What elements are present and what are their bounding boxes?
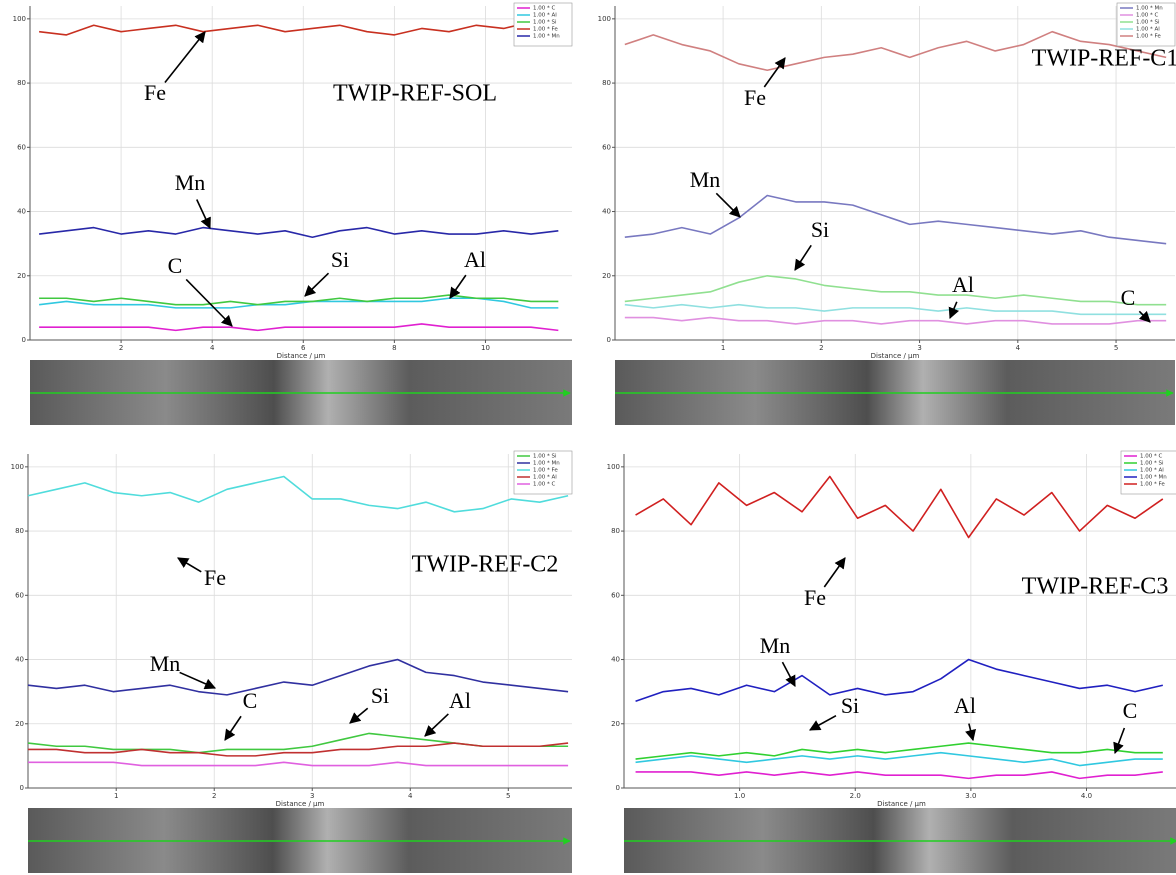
legend-label: 1.00 * Fe [533,468,558,474]
y-tick-label: 0 [22,336,26,344]
legend-label: 1.00 * C [1136,13,1158,19]
y-tick-label: 0 [607,336,611,344]
y-tick-label: 60 [611,591,620,599]
annotation: Al [464,247,486,272]
annotation: Fe [144,80,166,105]
y-tick-label: 20 [17,272,26,280]
legend-label: 1.00 * Al [1136,27,1160,33]
y-tick-label: 40 [17,208,26,216]
x-tick-label: 8 [392,344,396,352]
annotation: Si [331,247,349,272]
x-axis-title: Distance / μm [277,352,326,360]
annotation: Al [449,688,471,713]
figure: 020406080100246810Distance / μm1.00 * C1… [0,0,1176,875]
y-tick-label: 60 [15,591,24,599]
y-tick-label: 40 [15,656,24,664]
x-tick-label: 1 [721,344,725,352]
x-tick-label: 2 [819,344,823,352]
legend-label: 1.00 * Si [533,20,557,26]
annotation: C [168,253,183,278]
annotation: Fe [204,565,226,590]
panel-label: TWIP-REF-C1 [1032,46,1176,72]
y-tick-label: 0 [616,784,620,792]
annotation: Al [952,272,974,297]
annotation: Mn [150,651,181,676]
legend-label: 1.00 * Fe [1136,34,1161,40]
x-tick-label: 4 [1016,344,1021,352]
plot-area [30,6,572,340]
plot-area [624,454,1176,788]
legend-label: 1.00 * Si [533,454,557,460]
panel-label: TWIP-REF-C3 [1022,574,1169,600]
annotation: Si [841,693,859,718]
legend-label: 1.00 * Si [1140,461,1164,467]
y-tick-label: 0 [20,784,24,792]
legend-label: 1.00 * C [1140,454,1162,460]
legend-label: 1.00 * C [533,482,555,488]
legend-label: 1.00 * Mn [533,461,560,467]
annotation: Fe [744,85,766,110]
y-tick-label: 80 [17,79,26,87]
y-tick-label: 100 [11,463,24,471]
x-tick-label: 6 [301,344,306,352]
y-tick-label: 80 [602,79,611,87]
x-tick-label: 2 [119,344,123,352]
x-tick-label: 3.0 [965,792,976,800]
x-tick-label: 2 [212,792,216,800]
y-tick-label: 60 [17,143,26,151]
x-tick-label: 3 [310,792,314,800]
x-axis-title: Distance / μm [871,352,920,360]
annotation: Mn [175,170,206,195]
y-tick-label: 20 [602,272,611,280]
y-tick-label: 100 [13,15,26,23]
annotation: C [243,688,258,713]
x-tick-label: 1 [114,792,118,800]
legend-label: 1.00 * Mn [1136,6,1163,12]
annotation: Mn [690,167,721,192]
legend-label: 1.00 * Fe [533,27,558,33]
y-tick-label: 80 [611,527,620,535]
y-tick-label: 80 [15,527,24,535]
y-tick-label: 20 [611,720,620,728]
panel: 02040608010012345Distance / μm1.00 * Mn1… [598,3,1176,425]
x-axis-title: Distance / μm [276,800,325,808]
x-tick-label: 2.0 [850,792,861,800]
legend-label: 1.00 * Al [533,475,557,481]
legend-label: 1.00 * Mn [533,34,560,40]
legend-label: 1.00 * Fe [1140,482,1165,488]
annotation: Fe [804,585,826,610]
legend-label: 1.00 * Si [1136,20,1160,26]
y-tick-label: 40 [602,208,611,216]
x-tick-label: 4.0 [1081,792,1092,800]
annotation: Al [954,693,976,718]
legend-label: 1.00 * Al [533,13,557,19]
x-tick-label: 5 [1114,344,1118,352]
plot-area [28,454,572,788]
annotation: C [1121,285,1136,310]
panel-label: TWIP-REF-SOL [333,81,497,107]
x-tick-label: 4 [408,792,413,800]
legend-label: 1.00 * Al [1140,468,1164,474]
annotation: Si [811,217,829,242]
annotation: Mn [760,633,791,658]
panel-label: TWIP-REF-C2 [412,552,559,578]
x-tick-label: 10 [481,344,490,352]
y-tick-label: 40 [611,656,620,664]
legend-label: 1.00 * C [533,6,555,12]
annotation: Si [371,683,389,708]
panel: 0 20 40 60 80 100 1.0 2.0 3.0 4.0 Distance / μm 1.0… [607,451,1176,873]
x-tick-label: 4 [210,344,215,352]
legend-label: 1.00 * Mn [1140,475,1167,481]
y-tick-label: 100 [598,15,611,23]
x-axis-title: Distance / μm [877,800,926,808]
y-tick-label: 60 [602,143,611,151]
x-tick-label: 3 [917,344,921,352]
y-tick-label: 100 [607,463,620,471]
annotation: C [1123,698,1138,723]
x-tick-label: 5 [506,792,510,800]
x-tick-label: 1.0 [734,792,745,800]
y-tick-label: 20 [15,720,24,728]
